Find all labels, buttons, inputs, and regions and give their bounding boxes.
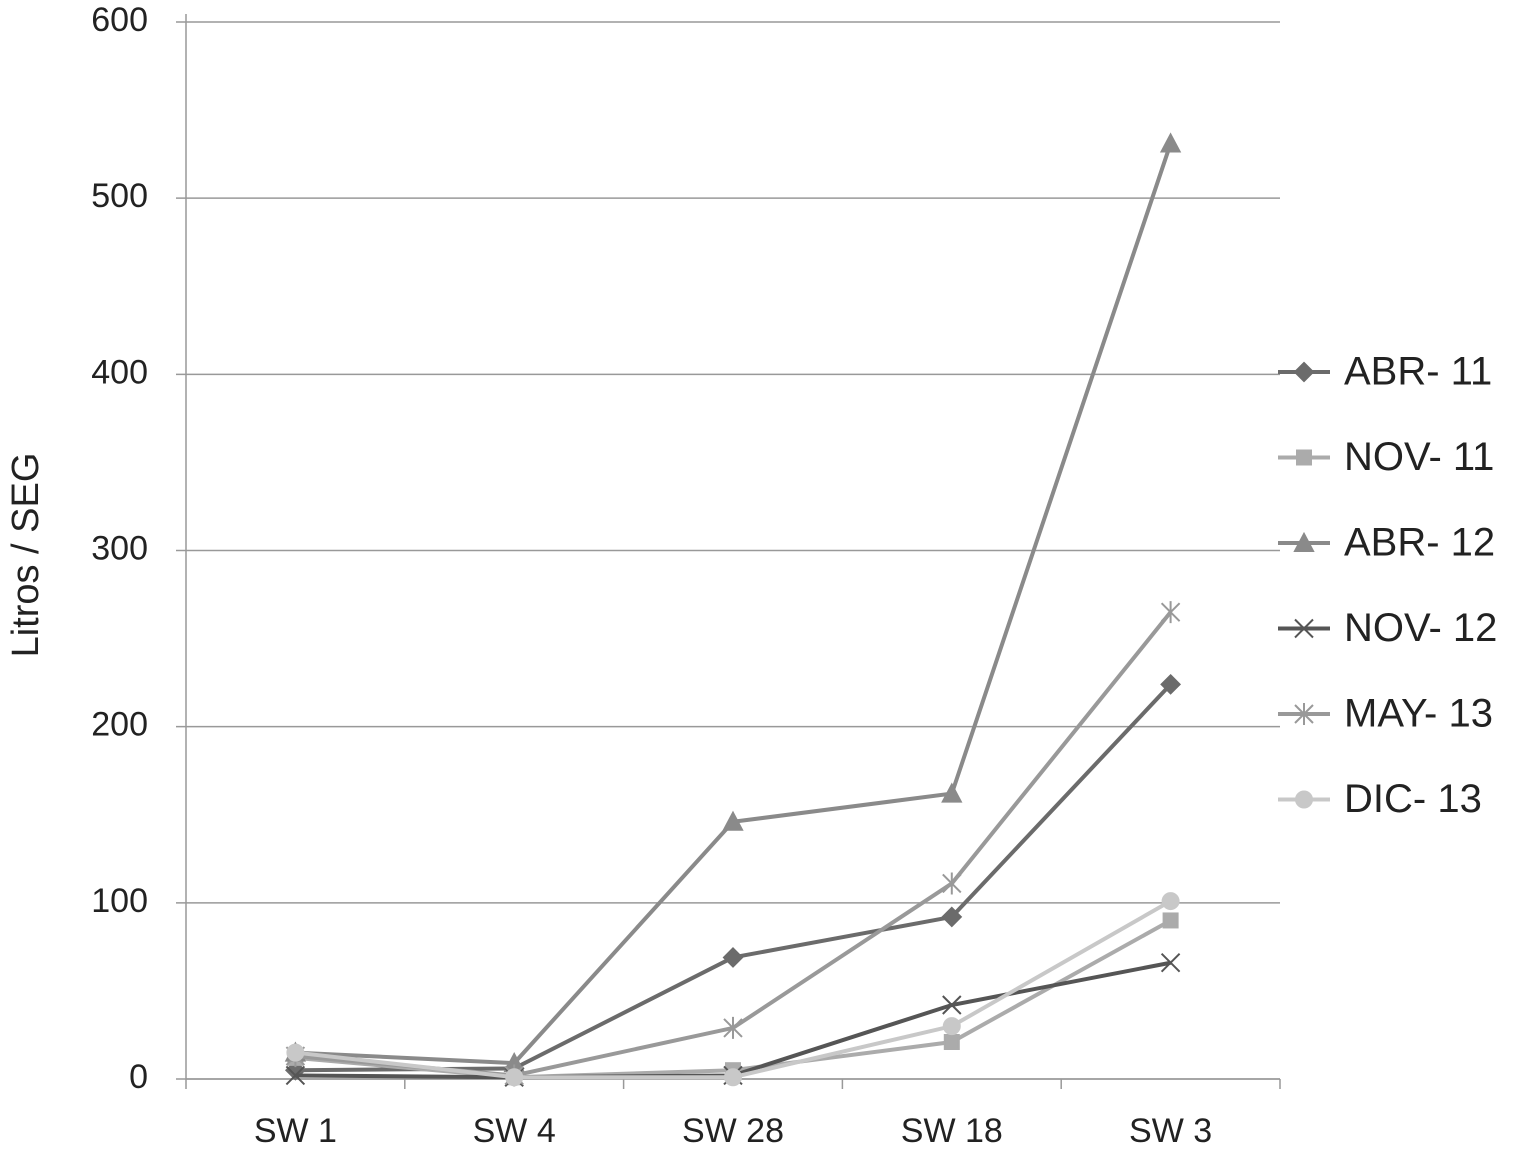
legend-label: NOV- 12 — [1344, 606, 1497, 650]
legend-marker — [1295, 790, 1313, 809]
y-tick-label: 300 — [91, 529, 148, 567]
y-tick-label: 400 — [91, 353, 148, 391]
marker — [724, 1068, 742, 1087]
marker — [1162, 912, 1179, 929]
x-tick-label: SW 4 — [473, 1112, 556, 1150]
legend-marker — [1294, 703, 1314, 725]
legend-label: NOV- 11 — [1344, 435, 1494, 479]
y-axis-label: Litros / SEG — [5, 453, 47, 658]
y-tick-label: 200 — [91, 706, 148, 744]
x-tick-label: SW 3 — [1129, 1112, 1212, 1150]
marker — [505, 1068, 524, 1087]
marker — [286, 1043, 305, 1062]
legend-marker — [1296, 449, 1312, 466]
y-tick-label: 600 — [91, 1, 148, 39]
marker — [942, 872, 962, 895]
legend-marker — [1293, 361, 1315, 383]
marker — [723, 1016, 743, 1039]
series-line — [295, 610, 1173, 1078]
y-tick-label: 0 — [129, 1058, 148, 1096]
marker — [1159, 132, 1182, 153]
y-tick-label: 500 — [91, 177, 148, 215]
marker — [942, 995, 962, 1015]
marker — [1160, 601, 1181, 624]
marker — [1160, 673, 1182, 695]
x-tick-label: SW 18 — [901, 1112, 1003, 1150]
marker — [722, 810, 744, 831]
legend-marker — [1294, 618, 1314, 639]
marker — [1160, 953, 1181, 973]
series-line — [295, 918, 1172, 1080]
legend-marker — [1293, 531, 1315, 552]
marker — [942, 1017, 961, 1036]
marker — [722, 947, 744, 968]
series-line — [295, 683, 1173, 1073]
legend-label: MAY- 13 — [1344, 692, 1493, 736]
legend-label: ABR- 12 — [1344, 521, 1495, 565]
marker — [943, 1034, 960, 1051]
marker — [941, 906, 963, 928]
y-tick-label: 100 — [91, 882, 148, 920]
x-tick-label: SW 28 — [682, 1112, 784, 1150]
legend-label: DIC- 13 — [1344, 777, 1482, 821]
marker — [285, 1065, 306, 1086]
x-tick-label: SW 1 — [254, 1112, 337, 1150]
series-line — [295, 142, 1173, 1066]
legend-label: ABR- 11 — [1344, 350, 1492, 394]
marker — [1161, 892, 1180, 911]
marker — [941, 782, 963, 803]
